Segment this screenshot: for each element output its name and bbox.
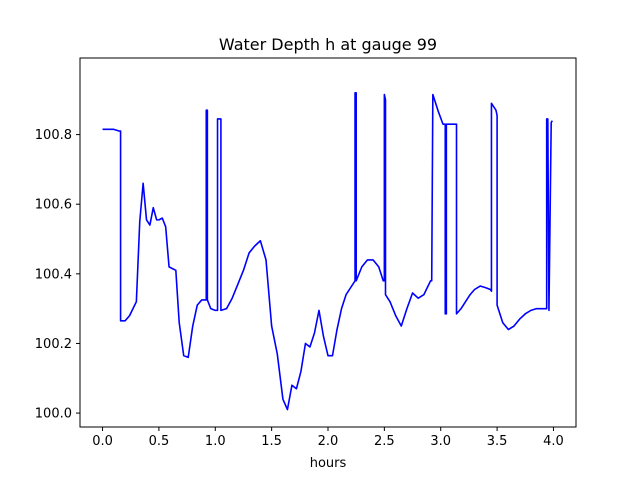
y-tick-label: 100.0 xyxy=(35,407,72,422)
x-tick-label: 1.5 xyxy=(261,434,282,449)
series-line-1 xyxy=(102,92,554,411)
chart-title: Water Depth h at gauge 99 xyxy=(219,35,437,54)
x-tick-label: 0.0 xyxy=(92,434,113,449)
x-tick-label: 0.5 xyxy=(149,434,170,449)
x-tick-label: 2.5 xyxy=(374,434,395,449)
plot-area xyxy=(102,92,554,411)
y-axis: 100.0 100.2 100.4 100.6 100.8 xyxy=(35,128,80,422)
x-tick-label: 4.0 xyxy=(543,434,564,449)
y-tick-label: 100.2 xyxy=(35,337,72,352)
y-tick-label: 100.4 xyxy=(35,267,72,282)
plot-frame xyxy=(79,57,577,428)
y-tick-label: 100.6 xyxy=(35,198,72,213)
x-tick-label: 3.0 xyxy=(430,434,451,449)
y-tick-label: 100.8 xyxy=(35,128,72,143)
x-axis-label: hours xyxy=(310,456,347,471)
x-axis: 0.0 0.5 1.0 1.5 2.0 2.5 3.0 3.5 4.0 xyxy=(92,427,564,449)
x-tick-label: 2.0 xyxy=(318,434,339,449)
x-tick-label: 1.0 xyxy=(205,434,226,449)
x-tick-label: 3.5 xyxy=(487,434,508,449)
